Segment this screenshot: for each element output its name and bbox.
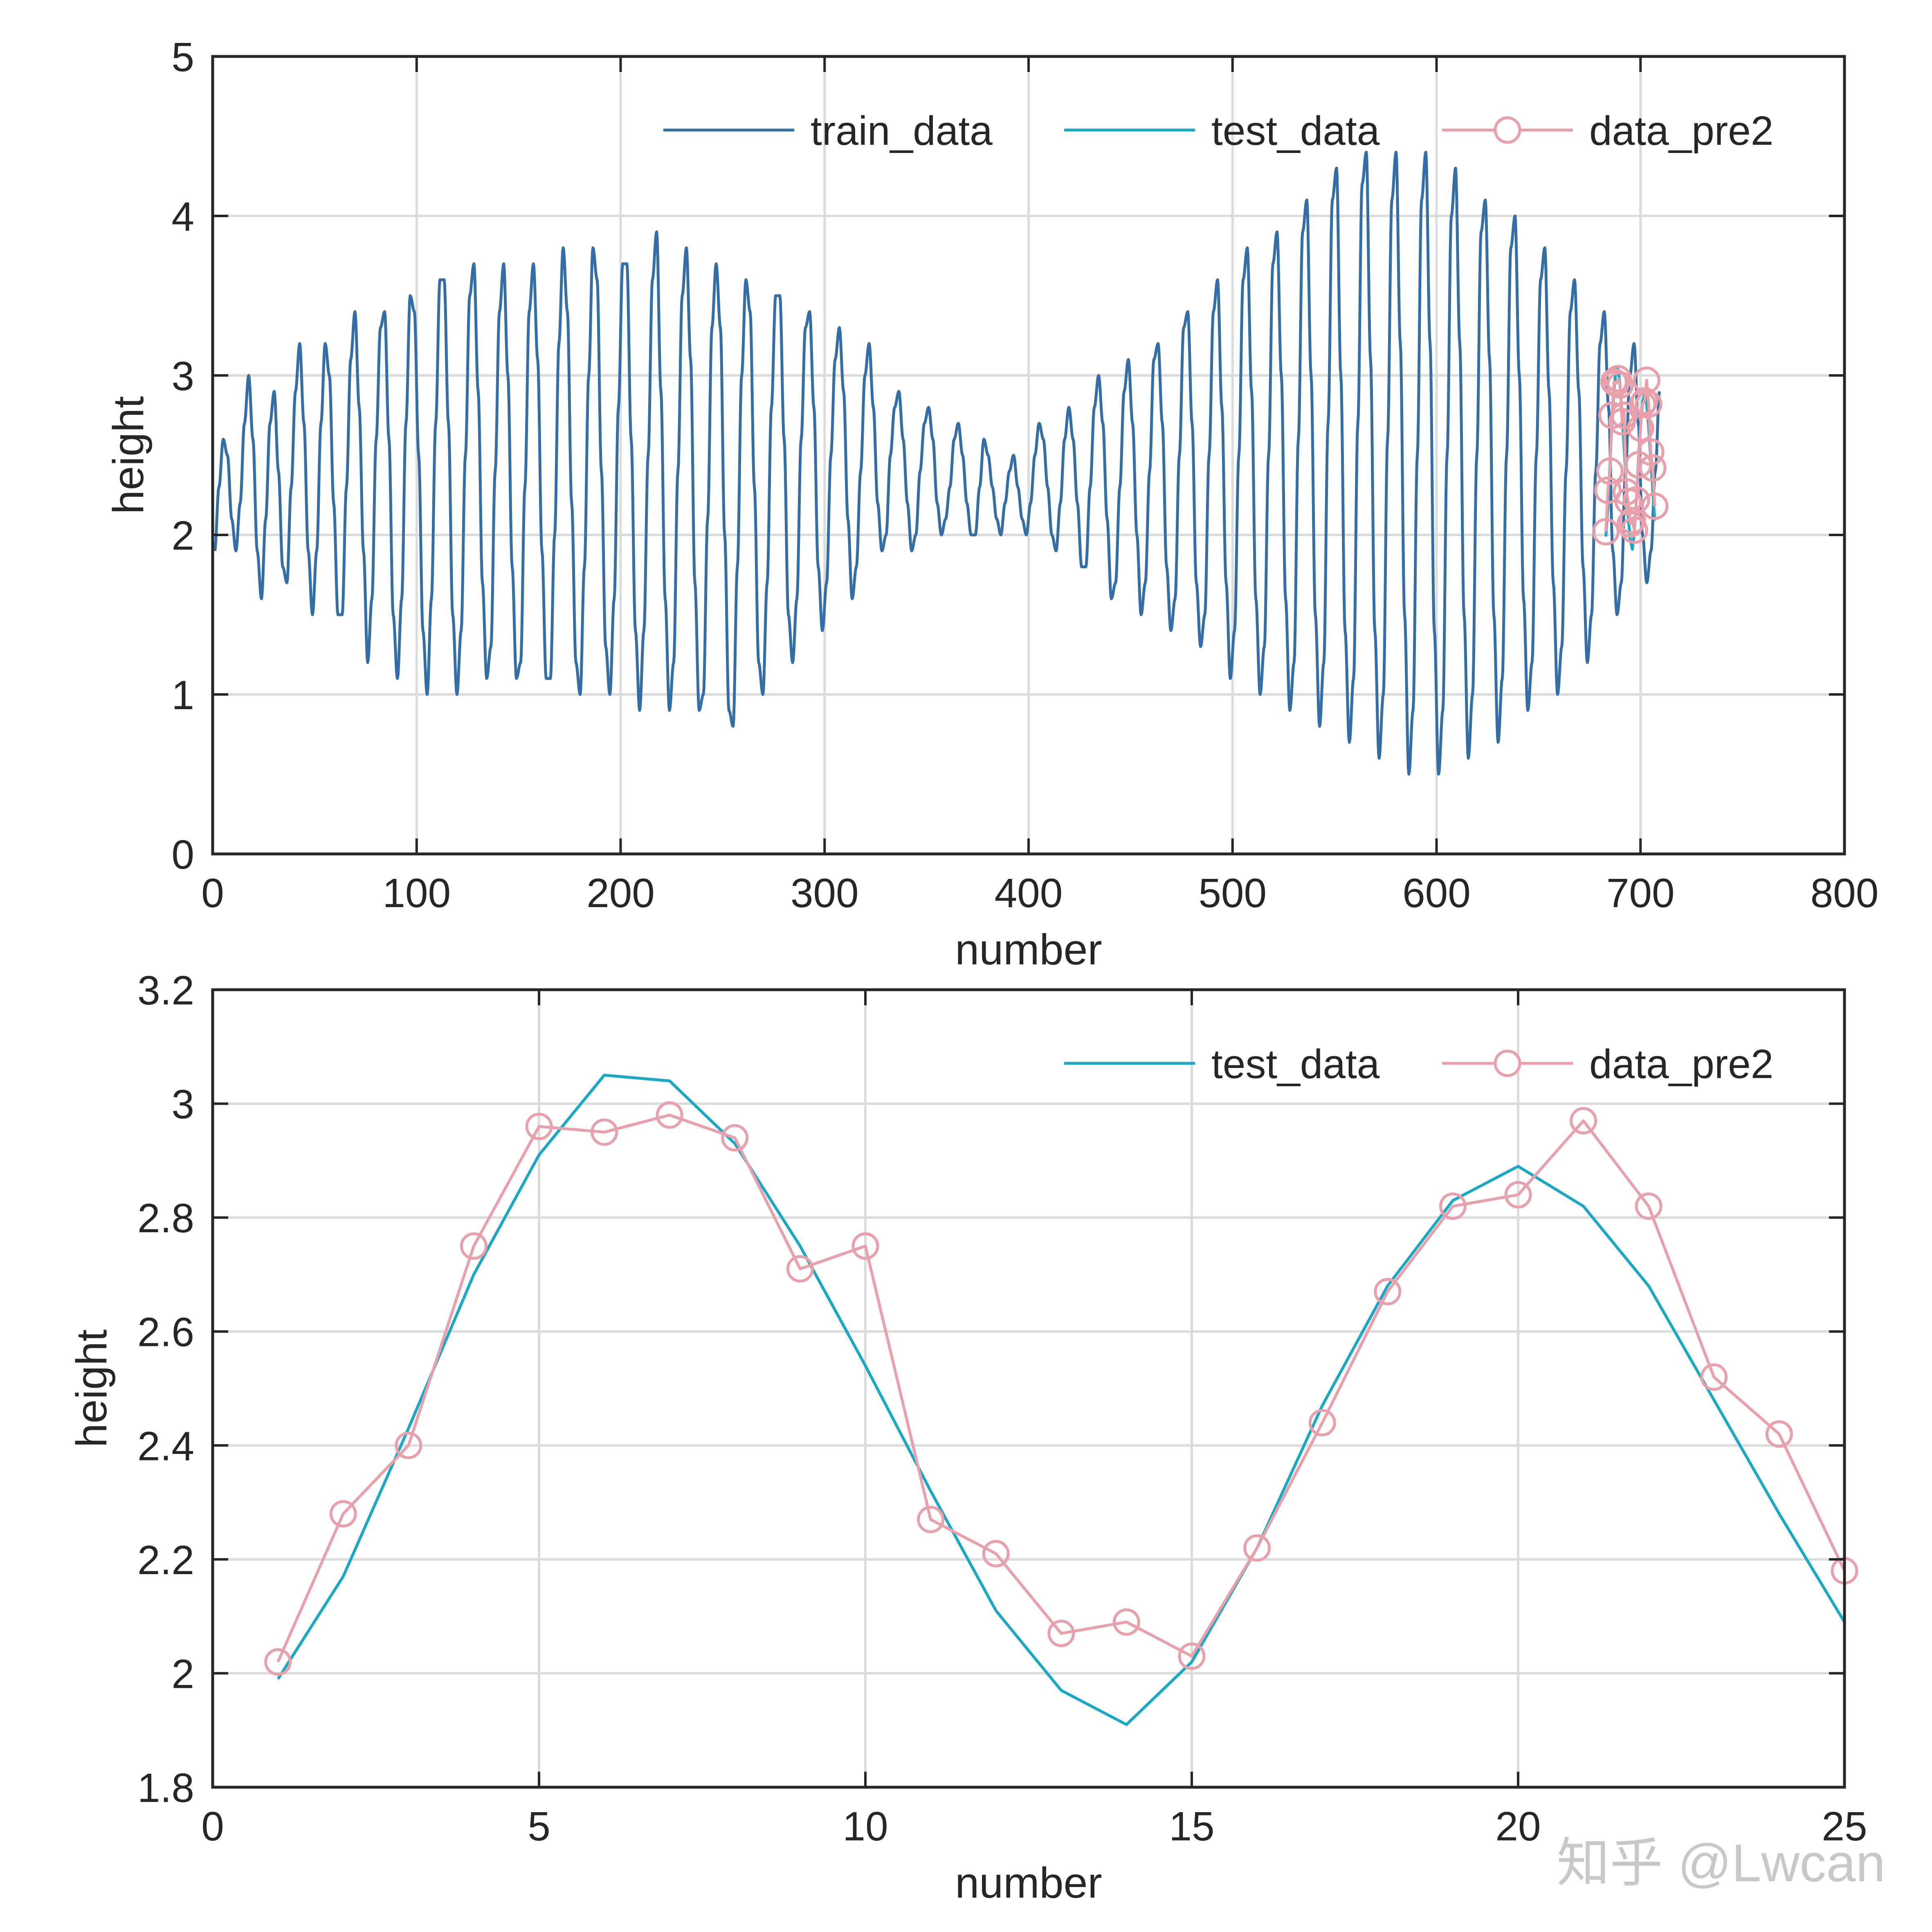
- x-tick-label: 300: [791, 870, 859, 916]
- data-point-data_pre2: [1639, 454, 1667, 482]
- legend-item-data_pre2: data_pre2: [1442, 1041, 1773, 1087]
- y-tick-label: 2.6: [137, 1310, 194, 1355]
- data-point-data_pre2: [1374, 1278, 1402, 1305]
- x-tick-label: 15: [1169, 1804, 1214, 1849]
- data-point-data_pre2: [917, 1505, 945, 1533]
- y-tick-label: 1.8: [137, 1765, 194, 1811]
- data-point-data_pre2: [1641, 492, 1669, 520]
- y-tick-label: 3: [171, 1082, 194, 1128]
- watermark: 知乎 @Lwcan: [1557, 1833, 1885, 1893]
- data-point-data_pre2: [1243, 1534, 1271, 1562]
- x-tick-label: 0: [201, 1804, 224, 1849]
- data-point-data_pre2: [1637, 438, 1665, 466]
- y-tick-label: 0: [171, 832, 194, 878]
- data-point-data_pre2: [1594, 476, 1622, 504]
- top-chart: 0 100 200 300 400 500 600 700 800 0 1 2 3 4 5 number hei…: [104, 34, 1878, 974]
- x-axis-label: number: [955, 1859, 1102, 1907]
- data-point-data_pre2: [591, 1118, 618, 1146]
- data-point-data_pre2: [1596, 457, 1624, 485]
- x-tick-label: 0: [201, 870, 224, 916]
- data-point-data_pre2: [1178, 1642, 1206, 1670]
- x-axis-label: number: [955, 926, 1102, 974]
- data-point-data_pre2: [1592, 518, 1620, 546]
- data-point-data_pre2: [1765, 1420, 1793, 1448]
- x-tick-label: 400: [995, 870, 1063, 916]
- data-point-data_pre2: [1439, 1192, 1467, 1220]
- legend-label: test_data: [1211, 1041, 1380, 1087]
- legend-item-train_data: train_data: [663, 108, 993, 154]
- y-tick-label: 2: [171, 1651, 194, 1697]
- ticks: 0 5 10 15 20 25 1.8 2 2.2 2.4 2.6 2.8 3 3.2: [137, 968, 1867, 1849]
- legend-marker-swatch: [1494, 116, 1521, 144]
- data-point-data_pre2: [264, 1648, 292, 1676]
- y-axis-label: height: [104, 396, 153, 514]
- data-point-data_pre2: [395, 1431, 422, 1459]
- y-tick-label: 3.2: [137, 968, 194, 1013]
- x-tick-label: 5: [528, 1804, 550, 1849]
- x-tick-label: 100: [382, 870, 451, 916]
- legend-label: data_pre2: [1589, 1041, 1773, 1087]
- series-line-data_pre2: [276, 1113, 1846, 1663]
- data-point-data_pre2: [329, 1500, 357, 1528]
- data-point-data_pre2: [1618, 507, 1646, 535]
- y-tick-label: 5: [171, 34, 194, 80]
- x-tick-label: 200: [586, 870, 655, 916]
- data-point-data_pre2: [525, 1112, 553, 1140]
- data-point-data_pre2: [1047, 1620, 1075, 1647]
- data-point-data_pre2: [1700, 1363, 1728, 1391]
- x-tick-label: 800: [1811, 870, 1879, 916]
- data-point-data_pre2: [1504, 1181, 1532, 1209]
- y-tick-label: 2.4: [137, 1423, 194, 1469]
- legend-label: test_data: [1211, 108, 1380, 154]
- series-line-train_data: [213, 151, 1661, 776]
- grid: [213, 990, 1844, 1787]
- legend-item-test_data: test_data: [1064, 108, 1380, 154]
- series-line-data_pre2: [1604, 377, 1656, 532]
- x-tick-label: 10: [842, 1804, 888, 1849]
- data-point-data_pre2: [1635, 1192, 1662, 1220]
- data-point-data_pre2: [1112, 1608, 1140, 1636]
- data-point-data_pre2: [1620, 516, 1648, 544]
- grid: [213, 56, 1844, 854]
- data-point-data_pre2: [1631, 387, 1658, 415]
- y-tick-label: 2.2: [137, 1537, 194, 1583]
- x-tick-label: 500: [1198, 870, 1267, 916]
- data-point-data_pre2: [786, 1255, 814, 1283]
- data-point-data_pre2: [721, 1124, 749, 1152]
- y-tick-label: 2.8: [137, 1195, 194, 1241]
- x-tick-label: 600: [1402, 870, 1471, 916]
- data-point-data_pre2: [1570, 1107, 1597, 1134]
- y-tick-label: 1: [171, 672, 194, 718]
- y-axis-label: height: [67, 1330, 116, 1448]
- data-point-data_pre2: [1622, 486, 1650, 514]
- bottom-chart: 0 5 10 15 20 25 1.8 2 2.2 2.4 2.6 2.8 3 3.2 number heig…: [67, 968, 1867, 1907]
- legend-label: train_data: [811, 108, 993, 154]
- legend-label: data_pre2: [1589, 108, 1773, 154]
- legend: train_data test_data data_pre2: [663, 108, 1773, 154]
- y-tick-label: 2: [171, 513, 194, 559]
- legend-marker-swatch: [1494, 1049, 1521, 1077]
- data-point-data_pre2: [460, 1232, 487, 1260]
- data-point-data_pre2: [1635, 390, 1662, 418]
- data-point-data_pre2: [1308, 1409, 1336, 1437]
- ticks: 0 100 200 300 400 500 600 700 800 0 1 2 3 4 5: [171, 34, 1878, 916]
- legend-item-test_data: test_data: [1064, 1041, 1380, 1087]
- data-point-data_pre2: [851, 1232, 879, 1260]
- data-point-data_pre2: [982, 1540, 1010, 1568]
- plot-area: [264, 1074, 1858, 1726]
- data-point-data_pre2: [656, 1101, 683, 1129]
- data-point-data_pre2: [1606, 371, 1634, 399]
- legend: test_data data_pre2: [1064, 1041, 1773, 1087]
- plot-area: [213, 151, 1669, 776]
- x-tick-label: 700: [1606, 870, 1675, 916]
- series-line-test_data: [276, 1074, 1846, 1726]
- x-tick-label: 20: [1495, 1804, 1541, 1849]
- axes-frame: [211, 988, 1846, 1789]
- x-tick-label: 25: [1822, 1804, 1867, 1849]
- legend-item-data_pre2: data_pre2: [1442, 108, 1773, 154]
- y-tick-label: 3: [171, 353, 194, 399]
- y-tick-label: 4: [171, 194, 194, 240]
